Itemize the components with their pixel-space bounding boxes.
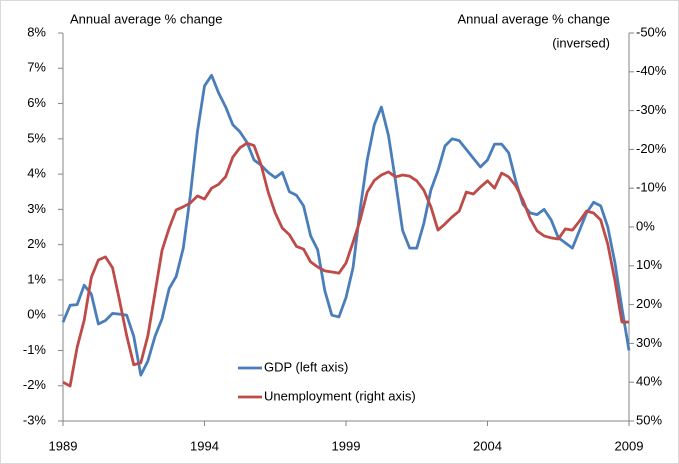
y2-tick-label: 50% bbox=[636, 412, 662, 427]
y2-tick-label: 10% bbox=[636, 257, 662, 272]
y-tick-label: -1% bbox=[23, 342, 47, 357]
x-tick-label: 1994 bbox=[190, 438, 219, 453]
y-tick-label: 2% bbox=[27, 236, 46, 251]
x-tick-label: 2004 bbox=[473, 438, 502, 453]
legend-label: GDP (left axis) bbox=[264, 359, 348, 374]
y2-tick-label: 20% bbox=[636, 296, 662, 311]
y2-axis-label: Annual average % change bbox=[457, 11, 610, 26]
y-tick-label: 0% bbox=[27, 307, 46, 322]
y2-axis-label: (inversed) bbox=[552, 35, 610, 50]
y-axis-label: Annual average % change bbox=[70, 11, 223, 26]
y2-tick-label: -50% bbox=[636, 24, 667, 39]
y-tick-label: 4% bbox=[27, 166, 46, 181]
y-tick-label: -3% bbox=[23, 412, 47, 427]
y2-tick-label: 0% bbox=[636, 218, 655, 233]
y2-tick-label: 30% bbox=[636, 335, 662, 350]
x-tick-label: 1999 bbox=[332, 438, 361, 453]
y2-tick-label: 40% bbox=[636, 374, 662, 389]
y-tick-label: 7% bbox=[27, 60, 46, 75]
series-line bbox=[62, 141, 629, 388]
legend-label: Unemployment (right axis) bbox=[264, 388, 416, 403]
x-tick-label: 2009 bbox=[615, 438, 644, 453]
x-tick-label: 1989 bbox=[49, 438, 78, 453]
y2-tick-label: -30% bbox=[636, 102, 667, 117]
y-tick-label: -2% bbox=[23, 377, 47, 392]
y2-tick-label: -10% bbox=[636, 180, 667, 195]
y-tick-label: 5% bbox=[27, 130, 46, 145]
y-tick-label: 6% bbox=[27, 95, 46, 110]
y-tick-label: 3% bbox=[27, 201, 46, 216]
y-tick-label: 1% bbox=[27, 271, 46, 286]
y2-tick-label: -40% bbox=[636, 63, 667, 78]
series-line bbox=[61, 73, 631, 377]
y-tick-label: 8% bbox=[27, 24, 46, 39]
y2-tick-label: -20% bbox=[636, 141, 667, 156]
